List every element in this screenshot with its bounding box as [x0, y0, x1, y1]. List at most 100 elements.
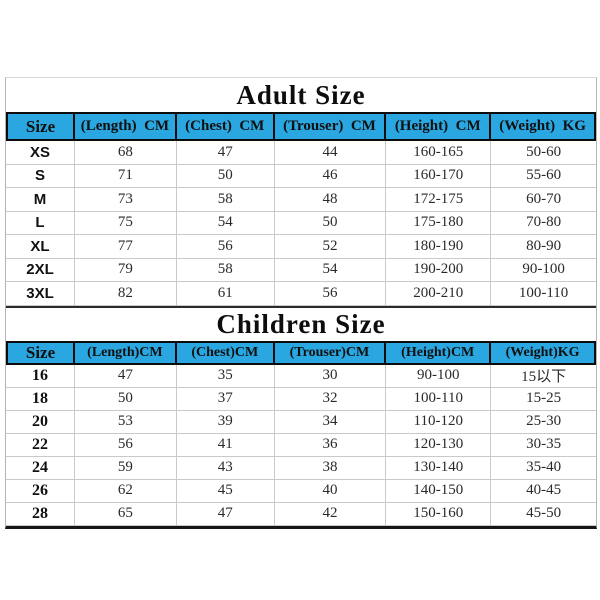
children-value-cell: 42	[274, 502, 387, 526]
adult-value-cell: 160-170	[386, 164, 492, 188]
children-value-cell: 59	[75, 456, 177, 480]
children-value-cell: 15-25	[491, 388, 596, 411]
adult-header-row: Size (Length) CM (Chest) CM (Trouser) CM (He…	[6, 112, 596, 141]
adult-value-cell: 180-190	[386, 235, 492, 259]
adult-value-cell: 44	[274, 141, 387, 165]
adult-column-header: (Weight) KG	[491, 112, 596, 141]
children-value-cell: 41	[176, 433, 275, 457]
adult-value-cell: 172-175	[386, 188, 492, 212]
children-value-cell: 50	[75, 387, 177, 411]
children-value-cell: 36	[274, 433, 387, 457]
adult-value-cell: 75	[75, 211, 177, 235]
adult-size-cell: XL	[6, 235, 76, 259]
children-value-cell: 40	[274, 479, 387, 503]
adult-value-cell: 60-70	[491, 188, 596, 212]
children-table-row: 16 47 35 30 90-100 15以下	[6, 364, 596, 388]
size-chart-frame: Adult Size Size (Length) CM (Chest) CM (Tro…	[5, 77, 597, 529]
children-size-cell: 18	[6, 387, 76, 411]
children-value-cell: 34	[274, 410, 387, 434]
adult-value-cell: 190-200	[386, 258, 492, 282]
adult-value-cell: 200-210	[386, 282, 492, 306]
adult-value-cell: 71	[75, 164, 177, 188]
children-value-cell: 56	[75, 433, 177, 457]
children-value-cell: 120-130	[386, 433, 492, 457]
adult-value-cell: 48	[274, 188, 387, 212]
children-size-cell: 16	[6, 364, 76, 388]
adult-table-row: M 73 58 48 172-175 60-70	[6, 188, 596, 212]
children-value-cell: 35	[176, 364, 275, 388]
children-column-header: (Height)CM	[386, 340, 492, 365]
adult-size-cell: 3XL	[6, 282, 76, 306]
children-value-cell: 130-140	[386, 456, 492, 480]
adult-value-cell: 46	[274, 164, 387, 188]
children-value-cell: 39	[176, 410, 275, 434]
adult-value-cell: 56	[176, 235, 275, 259]
adult-column-header: (Length) CM	[75, 112, 177, 141]
children-size-cell: 20	[6, 410, 76, 434]
children-value-cell: 45	[176, 479, 275, 503]
adult-value-cell: 68	[75, 141, 177, 165]
children-table-row: 28 65 47 42 150-160 45-50	[6, 502, 596, 526]
adult-column-header: (Height) CM	[386, 112, 492, 141]
children-value-cell: 32	[274, 387, 387, 411]
adult-value-cell: 58	[176, 188, 275, 212]
children-value-cell: 100-110	[386, 387, 492, 411]
adult-value-cell: 160-165	[386, 141, 492, 165]
children-value-cell: 35-40	[491, 457, 596, 480]
children-table-row: 18 50 37 32 100-110 15-25	[6, 387, 596, 411]
adult-column-header: (Trouser) CM	[274, 112, 387, 141]
adult-value-cell: 56	[274, 282, 387, 306]
children-value-cell: 65	[75, 502, 177, 526]
adult-column-header: Size	[6, 112, 76, 141]
children-value-cell: 30-35	[491, 434, 596, 457]
children-table-row: 22 56 41 36 120-130 30-35	[6, 433, 596, 457]
children-value-cell: 40-45	[491, 480, 596, 503]
adult-value-cell: 54	[274, 258, 387, 282]
adult-value-cell: 100-110	[491, 282, 596, 306]
adult-value-cell: 47	[176, 141, 275, 165]
children-value-cell: 140-150	[386, 479, 492, 503]
children-value-cell: 62	[75, 479, 177, 503]
children-value-cell: 38	[274, 456, 387, 480]
children-column-header: Size	[6, 340, 76, 365]
adult-table-row: L 75 54 50 175-180 70-80	[6, 211, 596, 235]
adult-table-row: S 71 50 46 160-170 55-60	[6, 164, 596, 188]
adult-size-cell: XS	[6, 141, 76, 165]
adult-size-cell: 2XL	[6, 258, 76, 282]
adult-table-row: 2XL 79 58 54 190-200 90-100	[6, 258, 596, 282]
adult-value-cell: 61	[176, 282, 275, 306]
children-table-row: 24 59 43 38 130-140 35-40	[6, 456, 596, 480]
adult-value-cell: 54	[176, 211, 275, 235]
children-table-row: 20 53 39 34 110-120 25-30	[6, 410, 596, 434]
children-size-cell: 28	[6, 502, 76, 526]
children-column-header: (Length)CM	[75, 340, 177, 365]
children-size-cell: 24	[6, 456, 76, 480]
children-value-cell: 30	[274, 364, 387, 388]
children-value-cell: 15以下	[491, 365, 596, 388]
adult-size-cell: M	[6, 188, 76, 212]
children-size-cell: 22	[6, 433, 76, 457]
adult-column-header: (Chest) CM	[176, 112, 275, 141]
adult-value-cell: 175-180	[386, 211, 492, 235]
children-value-cell: 47	[176, 502, 275, 526]
adult-value-cell: 52	[274, 235, 387, 259]
children-size-title: Children Size	[6, 305, 596, 341]
adult-table-row: 3XL 82 61 56 200-210 100-110	[6, 282, 596, 306]
adult-value-cell: 55-60	[491, 165, 596, 188]
adult-table-row: XS 68 47 44 160-165 50-60	[6, 141, 596, 165]
children-column-header: (Chest)CM	[176, 340, 275, 365]
adult-size-cell: S	[6, 164, 76, 188]
children-value-cell: 53	[75, 410, 177, 434]
adult-value-cell: 73	[75, 188, 177, 212]
children-column-header: (Weight)KG	[491, 340, 596, 365]
children-value-cell: 47	[75, 364, 177, 388]
adult-table-row: XL 77 56 52 180-190 80-90	[6, 235, 596, 259]
children-value-cell: 37	[176, 387, 275, 411]
adult-value-cell: 70-80	[491, 212, 596, 235]
children-value-cell: 45-50	[491, 503, 596, 526]
children-value-cell: 90-100	[386, 364, 492, 388]
adult-size-cell: L	[6, 211, 76, 235]
children-column-header: (Trouser)CM	[274, 340, 387, 365]
children-size-cell: 26	[6, 479, 76, 503]
